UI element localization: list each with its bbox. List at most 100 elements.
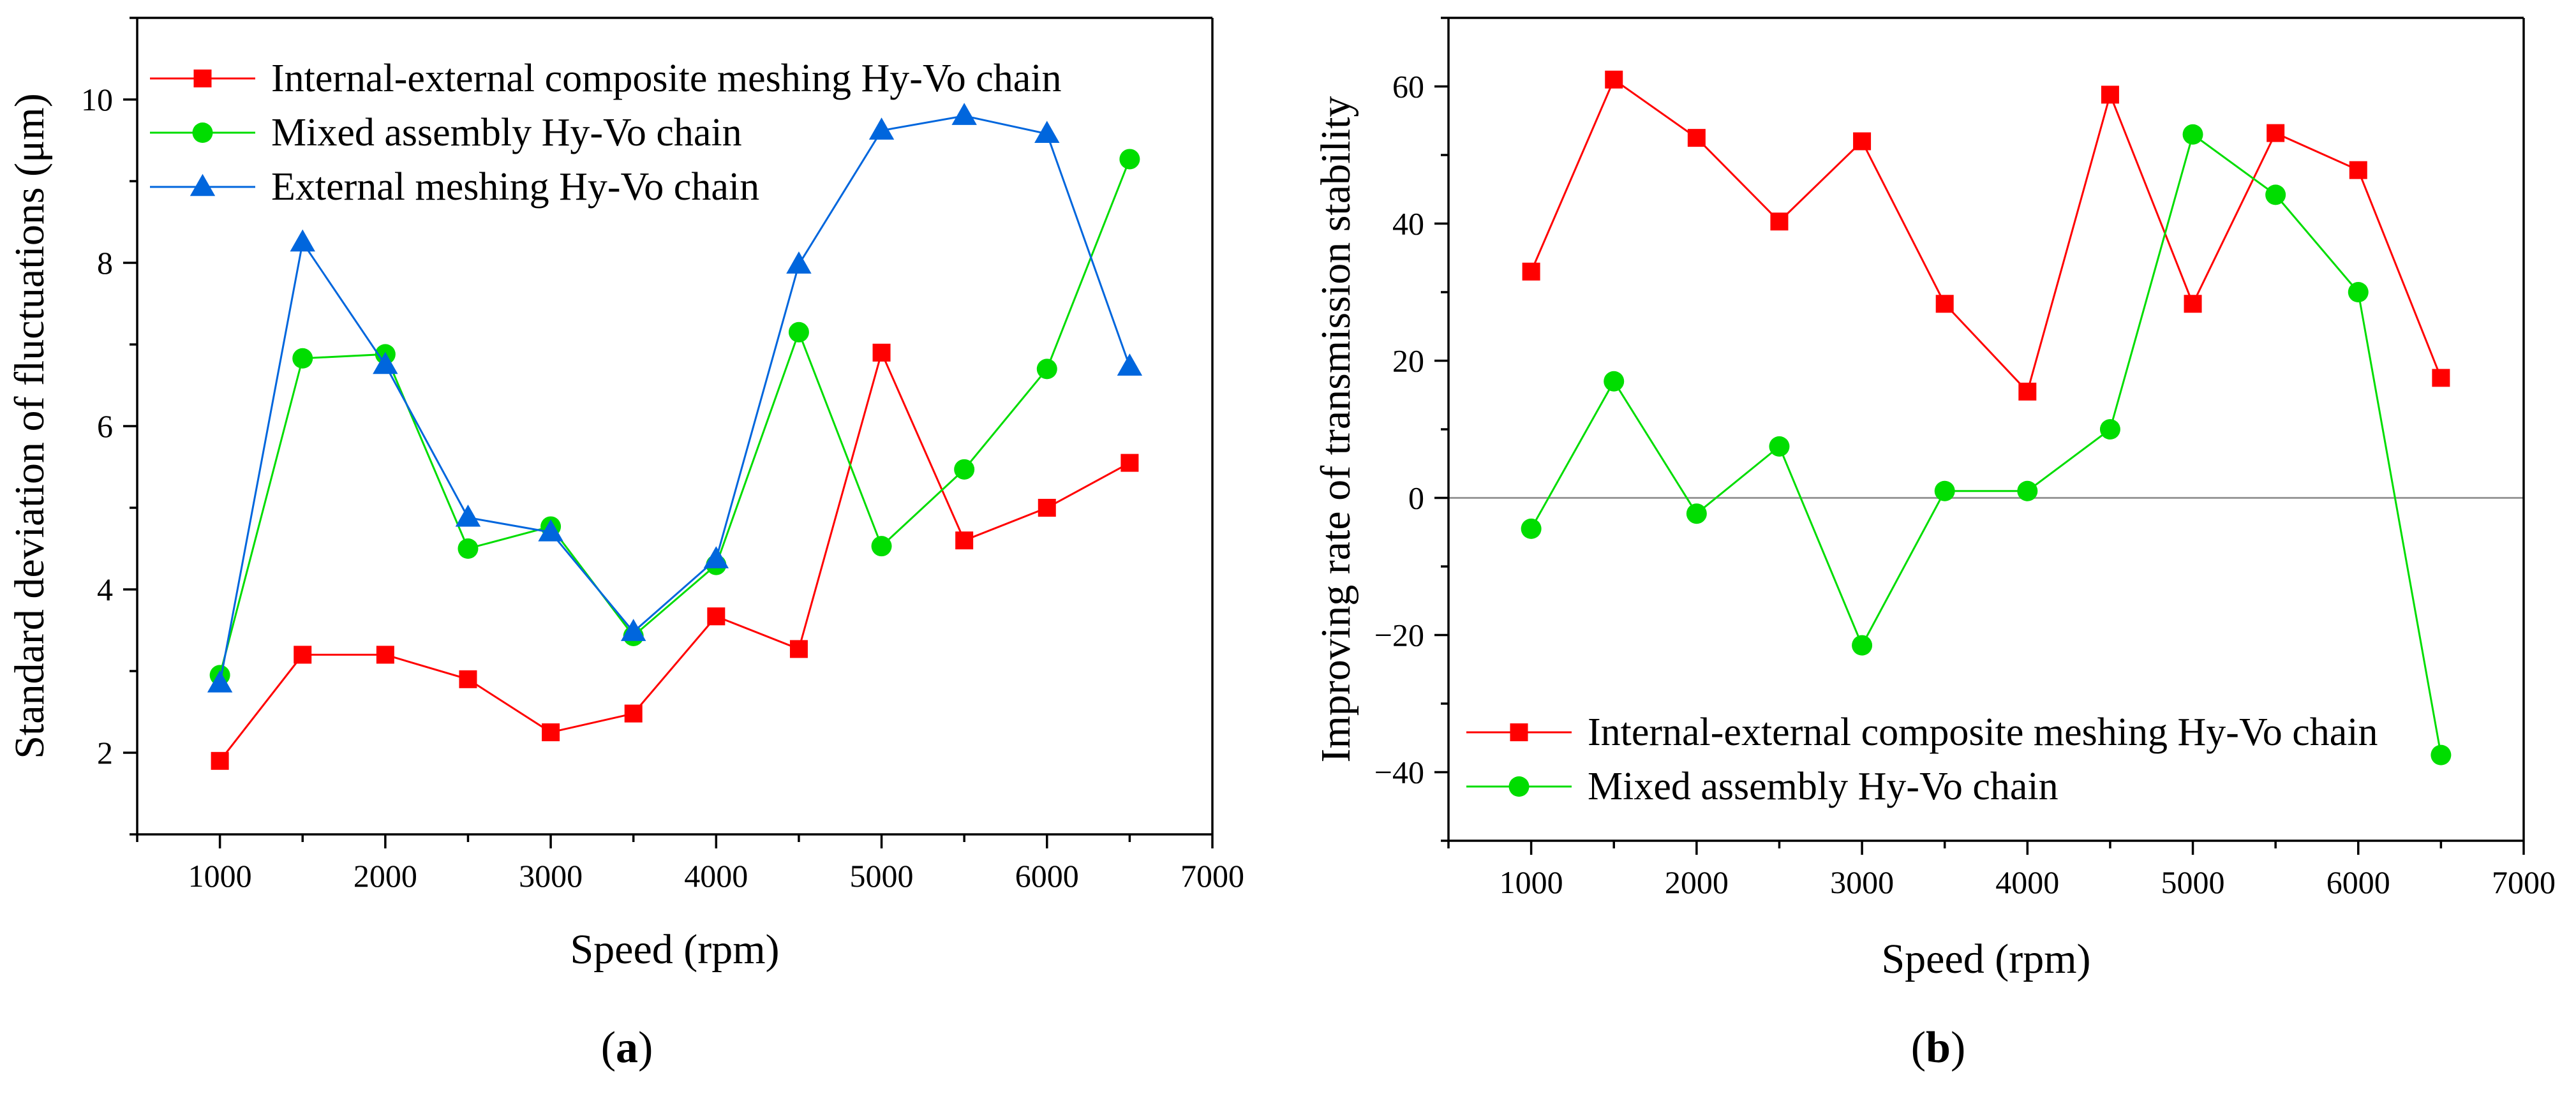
- y-tick-label: 20: [1392, 343, 1424, 379]
- legend-label-2: Mixed assembly Hy-Vo chain: [271, 111, 742, 154]
- series-2-point: [2099, 419, 2120, 440]
- legend-marker-1: [193, 70, 212, 87]
- series-1-point: [1770, 212, 1789, 231]
- series-2-point: [1769, 436, 1790, 457]
- y-tick-label: 10: [81, 82, 113, 117]
- y-tick-label: −40: [1374, 755, 1424, 790]
- x-tick-label: 2000: [354, 858, 417, 894]
- series-2-point: [2017, 480, 2038, 501]
- series-3-point: [455, 504, 481, 527]
- series-3-point: [868, 117, 895, 140]
- series-3-point: [373, 351, 398, 374]
- series-2-point: [1934, 480, 1955, 501]
- series-1-point: [1120, 454, 1139, 472]
- x-tick-label: 6000: [2327, 864, 2390, 900]
- series-2-point: [458, 538, 479, 559]
- x-tick-label: 5000: [850, 858, 914, 894]
- x-axis-title: Speed (rpm): [570, 926, 779, 973]
- legend-marker-3: [190, 174, 216, 196]
- series-1-point: [294, 646, 312, 664]
- series-1-line: [1530, 78, 2442, 394]
- y-tick-label: 40: [1392, 206, 1424, 242]
- series-3-point: [1034, 121, 1060, 144]
- y-axis-title: Standard deviation of fluctuations (μm): [6, 93, 53, 758]
- series-1-point: [1853, 132, 1872, 151]
- legend-label-2: Mixed assembly Hy-Vo chain: [1588, 765, 2059, 808]
- series-1-line: [219, 350, 1131, 762]
- series-3-point: [703, 546, 729, 568]
- legend-label-1: Internal-external composite meshing Hy-V…: [271, 57, 1062, 100]
- legend-label-3: External meshing Hy-Vo chain: [271, 165, 759, 209]
- series-2-point: [1036, 359, 1057, 380]
- y-tick-label: 0: [1408, 480, 1424, 516]
- series-2-point: [2265, 184, 2286, 205]
- y-tick-label: 6: [97, 408, 113, 444]
- series-2-point: [2431, 744, 2452, 765]
- series-2-line: [1530, 133, 2442, 755]
- series-1-point: [376, 646, 394, 664]
- series-3-point: [538, 519, 563, 542]
- series-1-point: [1522, 262, 1540, 281]
- y-tick-label: 60: [1392, 69, 1424, 105]
- series-1-point: [459, 670, 477, 688]
- series-1-point: [789, 640, 808, 658]
- series-1-point: [872, 343, 891, 362]
- series-1-point: [1935, 295, 1954, 313]
- x-tick-label: 2000: [1665, 864, 1729, 900]
- series-2-point: [1852, 635, 1873, 656]
- x-tick-label: 4000: [684, 858, 748, 894]
- series-1-point: [2349, 161, 2367, 179]
- series-1-point: [2432, 369, 2450, 387]
- x-tick-label: 1000: [188, 858, 252, 894]
- series-1-point: [955, 531, 974, 550]
- series-1-point: [624, 704, 643, 723]
- x-tick-label: 4000: [1995, 864, 2059, 900]
- y-tick-label: 2: [97, 735, 113, 771]
- y-tick-label: 4: [97, 572, 113, 607]
- series-1-point: [2101, 85, 2119, 104]
- series-3-point: [620, 619, 646, 641]
- panel-label: (a): [601, 1023, 653, 1072]
- chart-panel-b: 1000 2000 3000 4000 5000 6000 7000 −40 −20 0 20 40 6…: [1313, 17, 2556, 1072]
- series-2-point: [871, 536, 892, 557]
- legend-marker-2: [192, 122, 213, 143]
- series-1-point: [707, 607, 726, 626]
- x-tick-label: 1000: [1500, 864, 1563, 900]
- series-2-point: [2348, 282, 2369, 302]
- x-tick-label: 7000: [1180, 858, 1244, 894]
- series-2-point: [954, 459, 975, 480]
- series-3-point: [951, 103, 977, 125]
- x-axis-title: Speed (rpm): [1881, 936, 2090, 982]
- series-3-point: [786, 251, 812, 274]
- series-2-point: [2182, 124, 2203, 145]
- legend-marker-1: [1510, 723, 1528, 741]
- legend-marker-2: [1508, 776, 1530, 797]
- x-tick-label: 7000: [2492, 864, 2556, 900]
- series-1-point: [1687, 129, 1706, 147]
- series-2-point: [788, 322, 809, 343]
- chart-panel-a: 1000 2000 3000 4000 5000 6000 7000 2 4 6 8 10 Intern…: [6, 17, 1244, 1072]
- series-1-point: [2184, 295, 2202, 313]
- series-1-point: [1038, 499, 1056, 517]
- y-axis-title: Improving rate of transmission stability: [1313, 96, 1359, 763]
- series-1-point: [1605, 70, 1623, 89]
- x-tick-label: 6000: [1015, 858, 1079, 894]
- series-3-point: [1117, 353, 1143, 376]
- series-2-point: [292, 348, 313, 369]
- series-1-point: [2018, 382, 2037, 401]
- x-tick-label: 5000: [2161, 864, 2225, 900]
- series-2-point: [1604, 371, 1625, 392]
- legend-label-1: Internal-external composite meshing Hy-V…: [1588, 711, 2378, 754]
- series-1-point: [542, 723, 560, 741]
- x-tick-label: 3000: [519, 858, 583, 894]
- y-tick-label: 8: [97, 245, 113, 281]
- series-3-point: [290, 229, 315, 252]
- series-3-line: [219, 115, 1131, 684]
- series-2-point: [1119, 149, 1140, 170]
- series-2-point: [1686, 503, 1707, 524]
- series-3-point: [207, 670, 233, 693]
- x-tick-label: 3000: [1830, 864, 1894, 900]
- series-1-point: [2267, 124, 2285, 142]
- series-1-point: [211, 751, 229, 770]
